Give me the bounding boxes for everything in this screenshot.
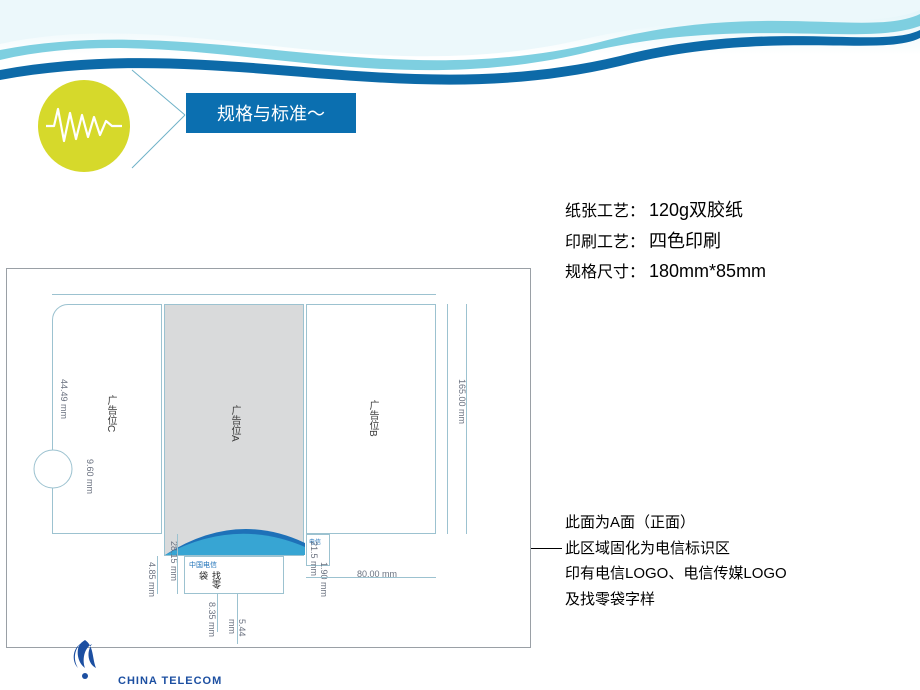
annotation-line: 印有电信LOGO、电信传媒LOGO bbox=[565, 561, 787, 587]
spec-label: 印刷工艺： bbox=[565, 234, 645, 251]
slide-root: 规格与标准～ 纸张工艺：120g双胶纸 印刷工艺：四色印刷 规格尺寸：180mm… bbox=[0, 0, 920, 690]
spec-label: 规格尺寸： bbox=[565, 264, 645, 281]
annotation-line: 及找零袋字样 bbox=[565, 587, 787, 613]
panel-b-label: 广告位B bbox=[365, 400, 380, 437]
section-title-text: 规格与标准～ bbox=[217, 100, 325, 126]
spec-label: 纸张工艺： bbox=[565, 203, 645, 220]
dim-line bbox=[237, 594, 238, 644]
spec-row: 印刷工艺：四色印刷 bbox=[565, 226, 766, 257]
annotation-line: 此面为A面（正面） bbox=[565, 510, 787, 536]
footer-brand-en: CHINA TELECOM bbox=[118, 675, 222, 687]
tab-title: 找零袋 bbox=[197, 571, 223, 593]
dim-tab-r1: 21.5 mm bbox=[309, 541, 319, 576]
dieline-diagram: 广告位C 广告位A 广告位B 中国电信 找零袋 电信 44.4 bbox=[6, 268, 531, 648]
panel-a-swoosh bbox=[165, 515, 305, 555]
telecom-logo-icon bbox=[62, 636, 108, 687]
dim-line bbox=[217, 594, 218, 632]
dim-left-s: 9.60 mm bbox=[85, 459, 95, 494]
bottom-tab: 中国电信 找零袋 bbox=[184, 556, 284, 594]
dim-foot-1: 8.35 mm bbox=[207, 602, 217, 637]
spec-value: 180mm*85mm bbox=[649, 261, 766, 281]
circle-cutout bbox=[27, 447, 79, 491]
spec-value: 四色印刷 bbox=[649, 231, 721, 251]
panel-b: 广告位B bbox=[306, 304, 436, 534]
spec-value: 120g双胶纸 bbox=[649, 200, 743, 220]
dim-tab-r2: 1.90 mm bbox=[319, 562, 329, 597]
dim-right-h: 165.00 mm bbox=[457, 379, 467, 424]
annotation-block: 此面为A面（正面） 此区域固化为电信标识区 印有电信LOGO、电信传媒LOGO … bbox=[565, 510, 787, 612]
dim-left-h: 44.49 mm bbox=[59, 379, 69, 419]
dim-line bbox=[52, 294, 436, 295]
dim-line bbox=[306, 577, 436, 578]
footer-logo: CHINA TELECOM bbox=[62, 636, 222, 687]
panel-c-label: 广告位C bbox=[103, 395, 118, 432]
dim-tab-h2: 4.85 mm bbox=[147, 562, 157, 597]
dim-line bbox=[157, 556, 158, 594]
badge-wave-icon bbox=[44, 101, 124, 151]
section-title: 规格与标准～ bbox=[186, 93, 356, 133]
spec-row: 纸张工艺：120g双胶纸 bbox=[565, 195, 766, 226]
panel-a-label: 广告位A bbox=[227, 405, 242, 442]
spec-row: 规格尺寸：180mm*85mm bbox=[565, 256, 766, 287]
dim-line bbox=[177, 534, 178, 594]
badge-circle bbox=[38, 80, 130, 172]
panel-a: 广告位A bbox=[164, 304, 304, 556]
annotation-line: 此区域固化为电信标识区 bbox=[565, 536, 787, 562]
tab-logo-text: 中国电信 bbox=[189, 560, 217, 570]
spec-block: 纸张工艺：120g双胶纸 印刷工艺：四色印刷 规格尺寸：180mm*85mm bbox=[565, 195, 766, 287]
dim-line bbox=[447, 304, 448, 534]
